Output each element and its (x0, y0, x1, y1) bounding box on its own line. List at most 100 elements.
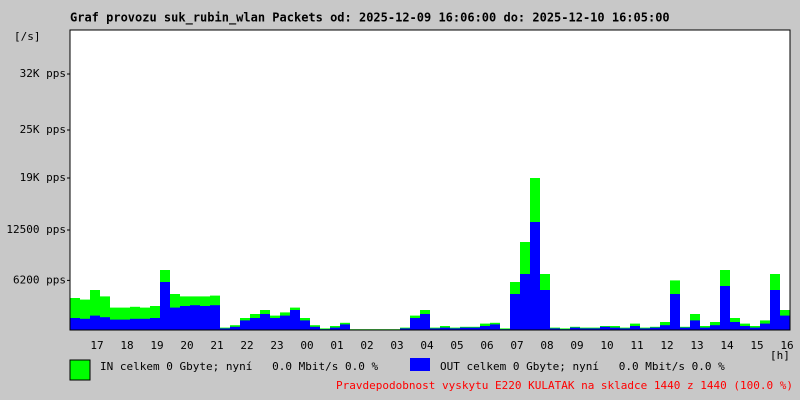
area-segment (460, 327, 470, 330)
x-tick-label: 08 (540, 339, 553, 352)
area-segment (770, 290, 780, 330)
area-segment (750, 327, 760, 330)
legend-swatch (410, 358, 430, 371)
area-segment (630, 326, 640, 330)
area-segment (70, 298, 80, 330)
x-tick-label: 05 (450, 339, 463, 352)
area-segment (740, 326, 750, 330)
area-segment (540, 290, 550, 330)
area-segment (150, 318, 160, 330)
x-tick-label: 09 (570, 339, 583, 352)
area-segment (760, 323, 770, 330)
area-segment (130, 306, 140, 330)
area-segment (480, 326, 490, 330)
area-segment (420, 314, 430, 330)
area-segment (620, 328, 630, 330)
area-segment (110, 319, 120, 330)
area-segment (70, 318, 80, 330)
area-segment (440, 327, 450, 330)
area-segment (290, 310, 300, 330)
area-segment (660, 325, 670, 330)
x-tick-label: 01 (330, 339, 343, 352)
area-segment (640, 328, 650, 330)
area-segment (200, 306, 210, 330)
area-segment (230, 326, 240, 330)
y-tick-label: 25K pps (20, 123, 66, 136)
x-axis-label: [h] (770, 349, 790, 362)
area-segment (530, 222, 540, 330)
x-tick-label: 13 (690, 339, 703, 352)
y-tick-label: 6200 pps (13, 273, 66, 286)
x-tick-label: 06 (480, 339, 493, 352)
area-segment (400, 328, 410, 330)
legend-label: IN celkem 0 Gbyte; nyní 0.0 Mbit/s 0.0 % (100, 360, 379, 373)
area-segment (140, 318, 150, 330)
x-tick-label: 00 (300, 339, 313, 352)
area-segment (120, 307, 130, 330)
legend-label: OUT celkem 0 Gbyte; nyní 0.0 Mbit/s 0.0 … (440, 360, 725, 373)
area-segment (570, 327, 580, 330)
area-segment (90, 315, 100, 330)
area-segment (180, 306, 190, 330)
note: Pravdepodobnost vyskytu E220 KULATAK na … (336, 379, 793, 392)
area-segment (120, 319, 130, 330)
y-tick-label: 32K pps (20, 67, 66, 80)
plot-border (69, 29, 791, 331)
x-tick-label: 23 (270, 339, 283, 352)
x-tick-label: 04 (420, 339, 434, 352)
area-segment (130, 318, 140, 330)
area-segment (80, 299, 90, 330)
area-segment (160, 282, 170, 330)
area-segment (220, 328, 230, 330)
area-segment (80, 318, 90, 330)
x-tick-label: 21 (210, 339, 223, 352)
area-segment (310, 326, 320, 330)
x-tick-label: 17 (90, 339, 103, 352)
area-segment (670, 294, 680, 330)
area-segment (110, 307, 120, 330)
area-segment (600, 326, 610, 330)
legend-swatch (69, 359, 91, 381)
area-segment (100, 296, 110, 330)
area-segment (680, 327, 690, 330)
area-segment (730, 322, 740, 330)
x-tick-label: 02 (360, 339, 373, 352)
y-axis-label: [/s] (14, 30, 41, 43)
x-tick-label: 07 (510, 339, 523, 352)
area-segment (710, 325, 720, 330)
area-segment (720, 286, 730, 330)
area-segment (410, 318, 420, 330)
area-segment (90, 290, 100, 330)
y-tick-label: 19K pps (20, 171, 66, 184)
plot-area (70, 30, 790, 330)
x-tick-label: 11 (630, 339, 643, 352)
x-tick-label: 14 (720, 339, 734, 352)
area-segment (100, 317, 110, 330)
area-segment (700, 327, 710, 330)
area-segment (340, 324, 350, 330)
area-segment (550, 328, 560, 330)
x-tick-label: 03 (390, 339, 403, 352)
area-segment (430, 328, 440, 330)
area-segment (270, 318, 280, 330)
area-segment (470, 327, 480, 330)
area-segment (300, 320, 310, 330)
area-segment (590, 328, 600, 330)
x-tick-label: 10 (600, 339, 613, 352)
area-segment (580, 328, 590, 330)
area-segment (490, 324, 500, 330)
area-segment (260, 314, 270, 330)
area-segment (780, 315, 790, 330)
area-segment (330, 327, 340, 330)
area-segment (250, 318, 260, 330)
area-segment (610, 327, 620, 330)
area-segment (650, 327, 660, 330)
x-tick-label: 16 (780, 339, 793, 352)
area-segment (190, 305, 200, 330)
x-tick-label: 22 (240, 339, 253, 352)
area-segment (450, 328, 460, 330)
x-tick-label: 19 (150, 339, 163, 352)
area-segment (510, 294, 520, 330)
x-tick-label: 20 (180, 339, 193, 352)
